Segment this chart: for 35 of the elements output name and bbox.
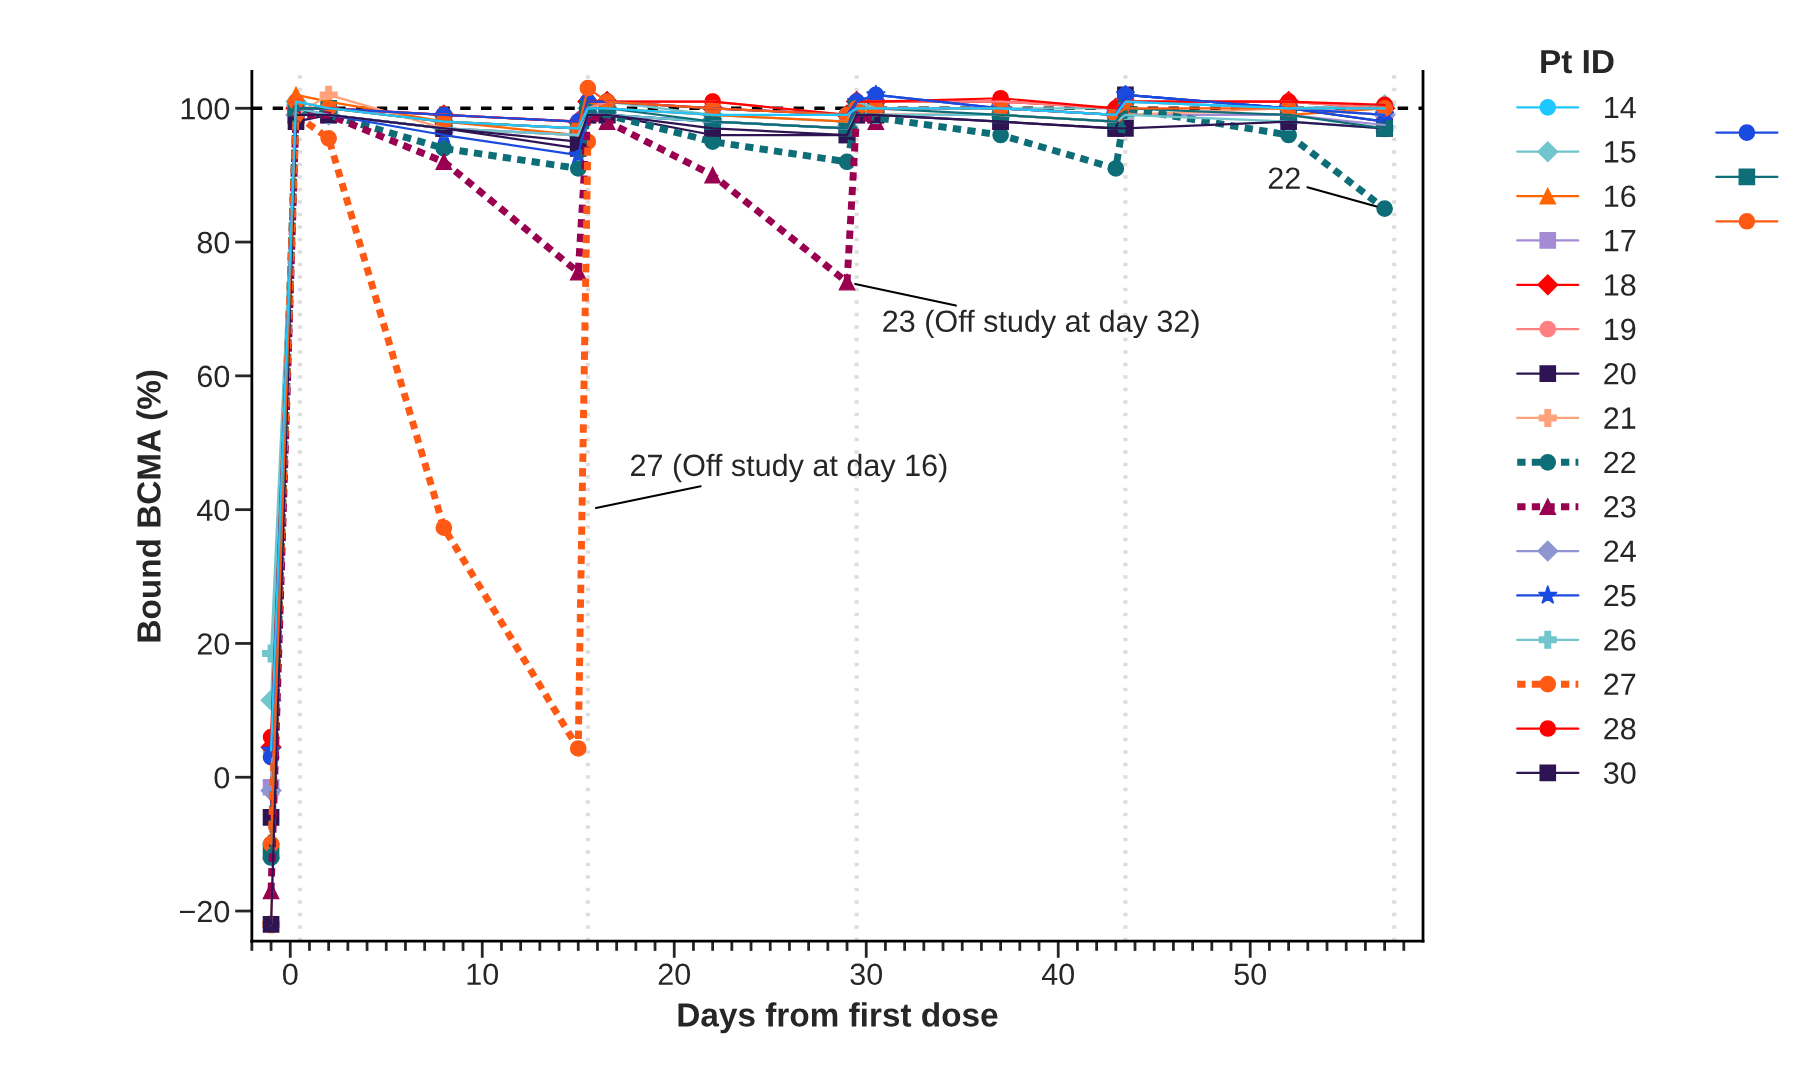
legend-label: 15 [1605, 141, 1636, 163]
legend-label: 17 [1605, 230, 1636, 252]
y-tick-label: 60 [197, 365, 230, 388]
y-tick-label: 0 [214, 766, 230, 789]
y-axis-title: Bound BCMA (%) [136, 370, 168, 642]
legend-label: 25 [1604, 584, 1636, 607]
legend-label: 24 [1604, 540, 1636, 562]
legend-label: 22 [1604, 451, 1636, 473]
legend-label: 28 [1604, 717, 1636, 740]
y-tick-label: 40 [197, 499, 230, 522]
legend-label: 20 [1604, 362, 1636, 385]
legend-label: 14 [1605, 97, 1636, 119]
legend-label: 30 [1603, 762, 1636, 784]
x-tick-label: 10 [467, 963, 499, 986]
legend-label: 27 [1604, 673, 1636, 695]
legend-label: 21 [1604, 407, 1636, 429]
annotation: 22 [1268, 167, 1300, 189]
legend-label: 26 [1604, 629, 1636, 651]
x-axis-title: Days from first dose [678, 1002, 998, 1034]
y-tick-label: 20 [197, 633, 230, 655]
legend-label: 18 [1605, 274, 1636, 296]
y-tick-label: 80 [197, 231, 230, 254]
legend-label: 23 [1604, 496, 1636, 518]
y-tick-label: −20 [180, 900, 230, 923]
x-tick-label: 40 [1041, 963, 1075, 986]
annotation: 27 (Off study at day 16) [631, 453, 947, 483]
legend-label: 19 [1605, 318, 1636, 341]
x-tick-label: 20 [658, 963, 691, 986]
x-tick-label: 0 [282, 963, 298, 986]
annotation: 23 (Off study at day 32) [883, 309, 1199, 339]
y-tick-label: 100 [181, 98, 230, 120]
x-tick-label: 50 [1234, 963, 1267, 986]
legend-title: Pt ID [1541, 50, 1614, 74]
legend-label: 16 [1605, 185, 1636, 208]
x-tick-label: 30 [850, 963, 883, 986]
